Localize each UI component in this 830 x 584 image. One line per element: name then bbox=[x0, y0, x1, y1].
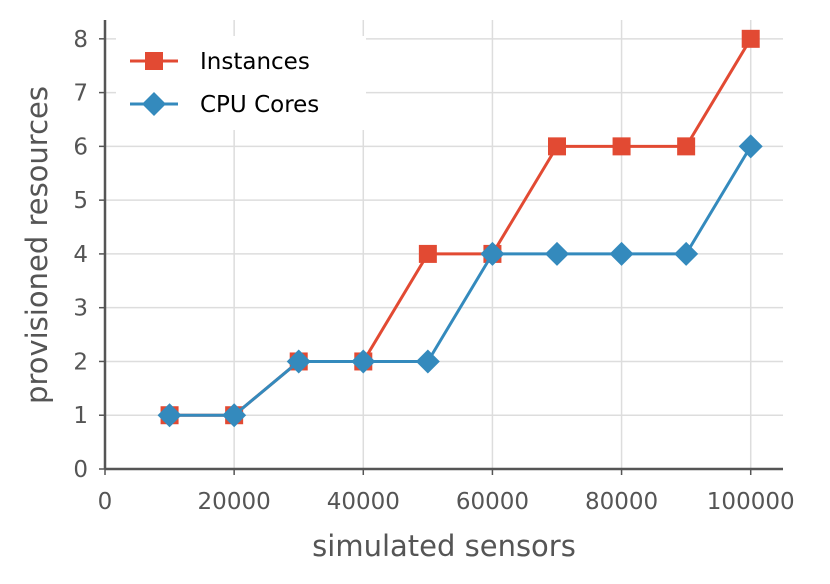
axes: 0 20000 40000 60000 80000 100000 0 1 2 3 4 5 6 7 8 bbox=[73, 20, 795, 515]
data-point-cpu-cores bbox=[480, 241, 505, 266]
data-point-cpu-cores bbox=[415, 349, 440, 374]
y-tick-label: 1 bbox=[73, 403, 88, 429]
legend-box bbox=[116, 36, 366, 130]
y-tick-label: 6 bbox=[73, 134, 88, 160]
y-tick-label: 8 bbox=[73, 27, 88, 53]
data-point-instances bbox=[418, 244, 437, 263]
x-tick-label: 100000 bbox=[707, 489, 795, 515]
data-point-cpu-cores bbox=[674, 241, 699, 266]
data-point-cpu-cores bbox=[157, 403, 182, 428]
series-cpu-cores bbox=[157, 134, 763, 428]
y-axis-title: provisioned resources bbox=[20, 86, 54, 404]
data-point-instances bbox=[677, 137, 696, 156]
data-point-cpu-cores bbox=[609, 241, 634, 266]
y-tick-label: 7 bbox=[73, 81, 88, 107]
data-point-cpu-cores bbox=[738, 134, 763, 159]
x-axis-title: simulated sensors bbox=[312, 529, 576, 563]
series-line-cpu-cores bbox=[169, 145, 752, 417]
x-tick-label: 40000 bbox=[327, 489, 400, 515]
data-point-instances bbox=[612, 137, 631, 156]
data-point-cpu-cores bbox=[545, 241, 569, 266]
data-point-cpu-cores bbox=[351, 349, 376, 374]
y-tick-label: 3 bbox=[73, 296, 88, 322]
legend-label-instances: Instances bbox=[200, 49, 310, 75]
data-point-cpu-cores bbox=[286, 349, 311, 374]
legend-label-cpu-cores: CPU Cores bbox=[200, 92, 319, 118]
legend: Instances CPU Cores bbox=[116, 36, 366, 130]
series-layer bbox=[157, 29, 763, 428]
x-tick-label: 60000 bbox=[456, 489, 529, 515]
x-tick-label: 20000 bbox=[198, 489, 271, 515]
legend-marker-instances bbox=[145, 52, 163, 70]
y-tick-label: 5 bbox=[73, 188, 88, 214]
x-tick-label: 80000 bbox=[585, 489, 658, 515]
y-tick-label: 2 bbox=[73, 349, 88, 375]
y-tick-label: 4 bbox=[73, 242, 88, 268]
legend-marker-cpu-cores bbox=[142, 92, 166, 116]
y-tick-label: 0 bbox=[73, 457, 88, 483]
data-point-cpu-cores bbox=[222, 403, 247, 428]
data-point-instances bbox=[548, 137, 566, 156]
x-tick-label: 0 bbox=[98, 489, 113, 515]
data-point-instances bbox=[741, 29, 760, 48]
